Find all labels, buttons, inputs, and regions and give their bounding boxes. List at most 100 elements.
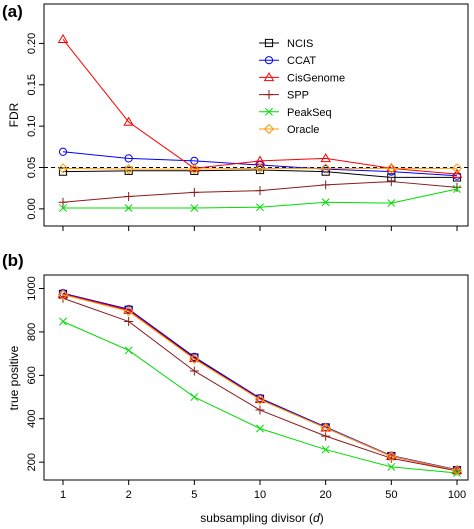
legend-marker-ncis (264, 38, 274, 48)
series-line-ncis (62, 293, 458, 471)
data-point-oracle (386, 163, 397, 174)
data-point-cisgenome (189, 162, 200, 173)
panel-a-fdr-chart: (a) 0.00 0.05 0.10 0.15 0.20 FDR NCIS CCAT Cis… (2, 2, 469, 231)
panel-b-true-positive-chart: (b) 200 400 600 800 1000 1 2 5 10 20 50 100 true po… (2, 251, 469, 525)
y-tick-label: 0.10 (26, 115, 38, 136)
data-point-cisgenome (320, 153, 331, 163)
panel-b-label: (b) (2, 251, 24, 270)
legend-label-peakseq: PeakSeq (287, 107, 332, 119)
legend-label-spp: SPP (287, 90, 309, 102)
data-point-peakseq (321, 445, 330, 454)
series-ccat (58, 289, 462, 474)
data-point-cisgenome (451, 168, 463, 178)
data-point-spp (386, 453, 396, 463)
x-tick-label: 10 (254, 489, 266, 501)
series-line-oracle (62, 167, 457, 170)
data-point-oracle (320, 163, 331, 174)
x-tick-label: 100 (448, 489, 466, 501)
series-oracle (57, 163, 463, 175)
series-peakseq (59, 185, 461, 212)
data-point-spp (189, 187, 199, 197)
data-point-oracle (254, 163, 266, 174)
data-point-peakseq (387, 462, 396, 471)
data-point-spp (124, 191, 134, 201)
data-point-oracle (57, 163, 69, 174)
data-point-spp (255, 186, 265, 196)
data-point-peakseq (190, 393, 199, 401)
legend-marker-spp (264, 90, 274, 100)
data-point-peakseq (256, 424, 264, 433)
data-point-ncis (124, 166, 133, 175)
data-point-spp (386, 177, 396, 187)
y-tick-label: 0.20 (26, 33, 38, 54)
panel-b-x-axis-title: subsampling divisor (d) (200, 511, 323, 525)
data-point-cisgenome (123, 116, 134, 126)
panel-a-plot-box (43, 3, 469, 227)
x-axis-title-variable: d (313, 511, 320, 525)
legend-marker-cisgenome (263, 72, 275, 82)
data-point-peakseq (59, 204, 67, 212)
series-line-ccat (62, 292, 458, 471)
data-point-peakseq (387, 199, 396, 208)
legend-item-cisgenome: CisGenome (259, 72, 345, 84)
data-point-oracle (451, 465, 463, 476)
series-peakseq (59, 317, 461, 477)
y-tick-label: 1000 (26, 276, 38, 300)
data-point-spp (452, 466, 462, 476)
data-point-ncis (255, 165, 265, 175)
y-tick-label: 0.00 (26, 198, 38, 219)
y-tick-label: 0.05 (26, 157, 38, 178)
legend-item-peakseq: PeakSeq (259, 107, 332, 119)
panel-b-axes: 200 400 600 800 1000 1 2 5 10 20 50 100 (26, 276, 466, 501)
data-point-ccat (124, 154, 133, 163)
data-point-oracle (189, 353, 200, 365)
data-point-spp (321, 431, 331, 441)
data-point-peakseq (190, 204, 199, 212)
legend-item-ccat: CCAT (259, 55, 316, 67)
y-tick-label: 200 (26, 453, 38, 471)
x-tick-label: 20 (320, 489, 332, 501)
x-axis-title-text: subsampling divisor ( (200, 511, 313, 525)
series-spp (58, 293, 462, 476)
data-point-peakseq (453, 185, 461, 193)
data-point-ccat (58, 147, 68, 156)
series-line-spp (62, 297, 458, 472)
data-point-peakseq (124, 204, 133, 212)
panel-b-y-axis-title: true positive (7, 345, 21, 410)
series-line-cisgenome (62, 293, 458, 471)
data-point-cisgenome (57, 33, 69, 43)
data-point-peakseq (256, 203, 264, 212)
legend-label-oracle: Oracle (287, 124, 319, 136)
data-point-spp (321, 180, 331, 190)
panel-a-y-axis-title: FDR (7, 102, 21, 127)
data-point-oracle (386, 450, 397, 462)
data-point-peakseq (59, 317, 67, 326)
x-axis-title-close: ) (320, 511, 324, 525)
legend-item-oracle: Oracle (259, 123, 319, 136)
data-point-spp (189, 366, 199, 376)
y-tick-label: 600 (26, 366, 38, 384)
data-point-oracle (189, 164, 200, 175)
legend-label-cisgenome: CisGenome (287, 72, 345, 84)
data-point-ncis (58, 167, 68, 176)
data-point-peakseq (453, 469, 461, 477)
y-tick-label: 800 (26, 323, 38, 341)
x-tick-label: 1 (60, 489, 66, 501)
series-line-oracle (62, 294, 458, 471)
series-line-cisgenome (62, 38, 458, 175)
data-point-oracle (451, 163, 463, 174)
data-point-spp (124, 317, 134, 327)
legend-item-ncis: NCIS (259, 38, 313, 50)
panel-a-label: (a) (2, 2, 23, 21)
y-tick-label: 0.15 (26, 74, 38, 95)
series-cisgenome (57, 288, 463, 475)
y-tick-label: 400 (26, 410, 38, 428)
data-point-oracle (254, 394, 266, 405)
panel-b-series (57, 288, 463, 477)
data-point-oracle (57, 289, 69, 300)
legend-label-ccat: CCAT (287, 55, 316, 67)
panel-a-legend: NCIS CCAT CisGenome SPP PeakSeq Oracle (259, 38, 345, 136)
data-point-spp (58, 293, 68, 303)
data-point-cisgenome (386, 162, 397, 173)
data-point-spp (58, 197, 68, 207)
